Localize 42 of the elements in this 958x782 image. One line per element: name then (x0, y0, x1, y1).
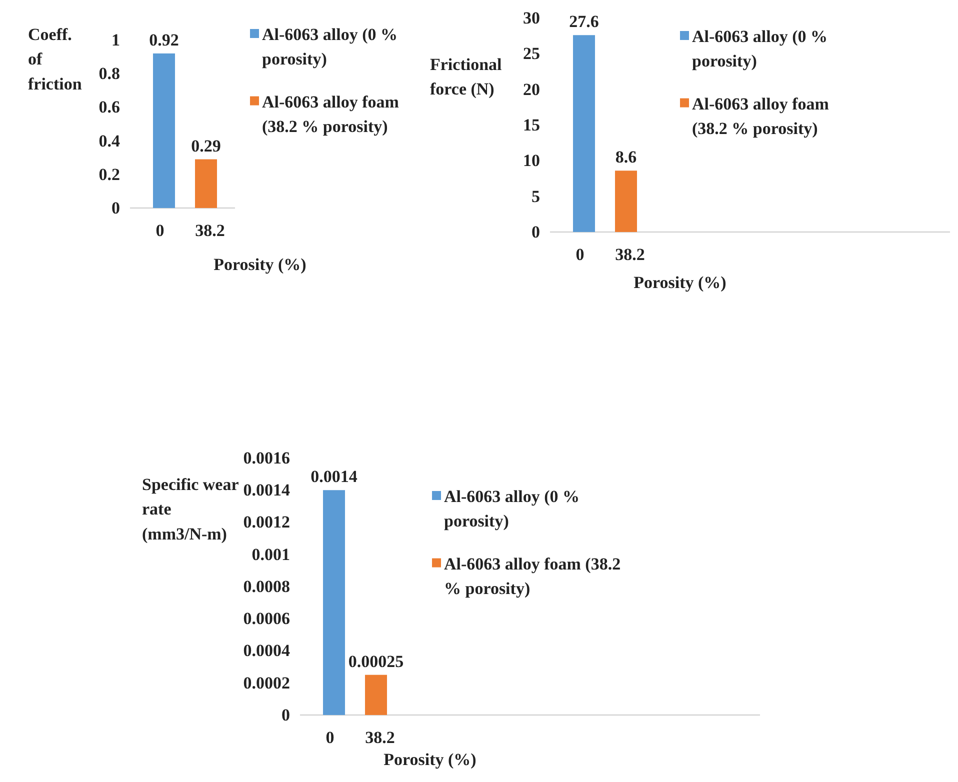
y-tick-label: 30 (523, 8, 540, 28)
y-tick-label: 0.8 (98, 64, 120, 84)
x-tick-label: 38.2 (365, 728, 395, 747)
y-tick-label: 0.0008 (243, 576, 290, 596)
y-axis-title: Coeff. of friction (28, 25, 82, 94)
y-tick-label: 0.4 (98, 131, 120, 150)
y-tick-label: 5 (532, 186, 540, 206)
legend-label: Al-6063 alloy (0 % porosity) (262, 25, 398, 69)
y-tick-label: 0.0002 (243, 673, 290, 692)
data-label: 27.6 (569, 12, 599, 32)
y-tick-label: 0.0016 (243, 448, 290, 468)
y-tick-label: 20 (523, 80, 540, 99)
data-label: 0.29 (191, 136, 221, 156)
data-label: 8.6 (615, 148, 637, 167)
y-tick-label: 0.0004 (243, 641, 290, 660)
y-tick-label: 25 (523, 44, 540, 64)
y-tick-label: 10 (523, 151, 540, 170)
data-label: 0.00025 (348, 652, 404, 671)
x-tick-label: 38.2 (195, 221, 225, 240)
y-tick-label: 15 (523, 115, 540, 134)
y-tick-label: 0.0014 (243, 480, 290, 500)
y-tick-label: 0.0006 (243, 609, 290, 628)
legend-label: Al-6063 alloy (0 % porosity) (692, 27, 828, 71)
x-axis-title: Porosity (%) (384, 750, 476, 769)
y-tick-label: 0.001 (252, 544, 290, 564)
y-tick-label: 0.0012 (243, 512, 290, 532)
y-tick-label: 0.6 (98, 98, 120, 117)
data-label: 0.0014 (310, 467, 358, 486)
x-tick-label: 38.2 (615, 245, 645, 264)
y-tick-label: 0 (112, 198, 120, 218)
y-axis-title: Frictional force (N) (430, 55, 502, 99)
x-axis-title: Porosity (%) (634, 273, 726, 292)
legend-label: Al-6063 alloy foam (38.2 % porosity) (444, 554, 621, 598)
y-tick-label: 0 (282, 705, 290, 724)
legend-label: Al-6063 alloy foam (38.2 % porosity) (692, 94, 829, 138)
y-tick-label: 0.2 (98, 164, 120, 184)
y-axis-title: Specific wear rate (mm3/N-m) (142, 475, 240, 544)
legend-label: Al-6063 alloy (0 % porosity) (444, 487, 580, 531)
x-axis-title: Porosity (%) (214, 255, 306, 274)
y-tick-label: 1 (112, 30, 120, 50)
data-label: 0.92 (149, 30, 179, 50)
legend-label: Al-6063 alloy foam (38.2 % porosity) (262, 92, 399, 136)
